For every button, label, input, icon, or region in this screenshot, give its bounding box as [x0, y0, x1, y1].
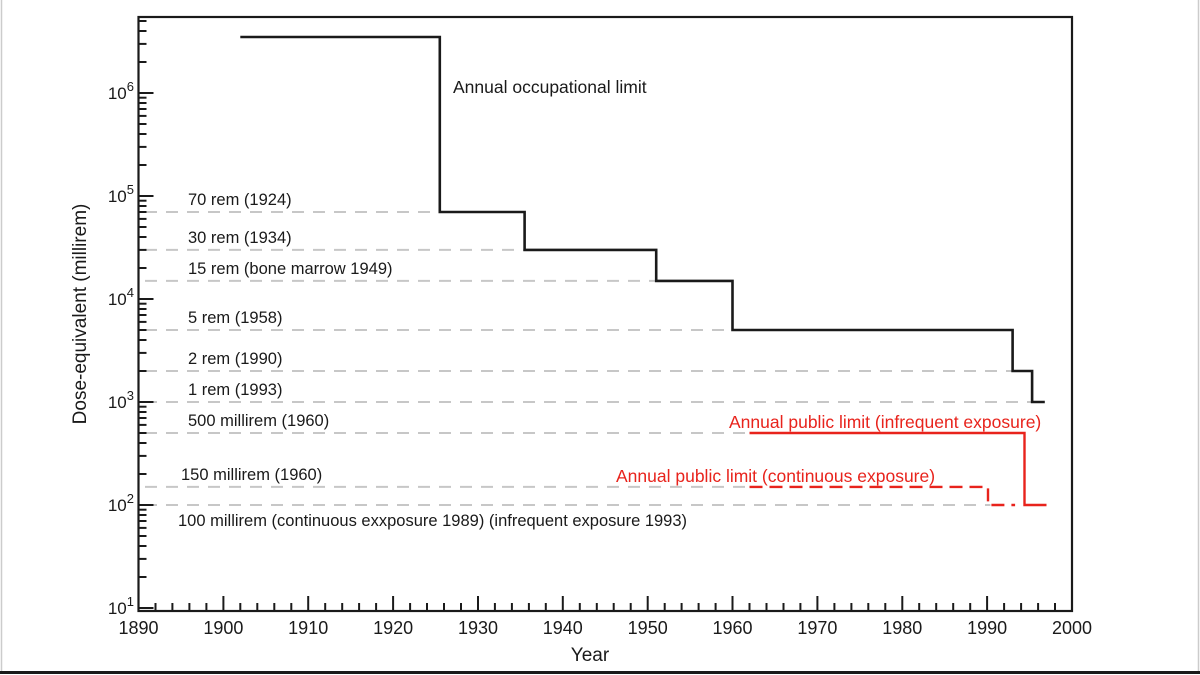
- annotation-public-continuous: Annual public limit (continuous exposure…: [616, 466, 935, 486]
- x-tick-label-1930: 1930: [458, 618, 498, 638]
- reference-label-150mrem: 150 millirem (1960): [181, 466, 322, 484]
- y-tick-label-10e1: 101: [108, 594, 134, 618]
- y-axis: 101 102 103 104 105 106: [108, 20, 154, 618]
- x-tick-label-1990: 1990: [967, 618, 1007, 638]
- reference-label-70000mrem: 70 rem (1924): [188, 191, 292, 209]
- y-tick-label-10e4: 104: [108, 285, 134, 309]
- annotation-occupational: Annual occupational limit: [453, 77, 647, 97]
- reference-label-15000mrem: 15 rem (bone marrow 1949): [188, 260, 393, 278]
- reference-label-2000mrem: 2 rem (1990): [188, 350, 282, 368]
- x-tick-label-1900: 1900: [203, 618, 243, 638]
- x-tick-label-1950: 1950: [628, 618, 668, 638]
- y-tick-label-10e3: 103: [108, 388, 134, 412]
- series-public-continuous-line: [749, 485, 1016, 507]
- x-tick-label-1960: 1960: [712, 618, 752, 638]
- y-tick-label-10e2: 102: [108, 491, 134, 515]
- reference-label-500mrem: 500 millirem (1960): [188, 412, 329, 430]
- annotation-public-infrequent: Annual public limit (infrequent exposure…: [729, 412, 1041, 432]
- reference-label-5000mrem: 5 rem (1958): [188, 309, 282, 327]
- x-tick-label-1890: 1890: [118, 618, 158, 638]
- y-tick-label-10e5: 105: [108, 182, 134, 206]
- x-tick-label-1980: 1980: [882, 618, 922, 638]
- series-occupational-limit-line: [240, 35, 1045, 404]
- x-tick-label-1910: 1910: [288, 618, 328, 638]
- x-tick-label-1970: 1970: [797, 618, 837, 638]
- reference-label-1000mrem: 1 rem (1993): [188, 381, 282, 399]
- y-tick-label-10e6: 106: [108, 79, 134, 103]
- y-axis-title: Dose-equivalent (millirem): [70, 204, 91, 425]
- reference-label-30000mrem: 30 rem (1934): [188, 229, 292, 247]
- reference-label-100mrem: 100 millirem (continuous exxposure 1989)…: [178, 512, 687, 530]
- x-axis-title: Year: [571, 645, 610, 666]
- reference-lines: 70 rem (1924) 30 rem (1934) 15 rem (bone m…: [145, 191, 1032, 530]
- x-tick-label-1920: 1920: [373, 618, 413, 638]
- series-public-infrequent-line: [749, 431, 1047, 507]
- x-tick-label-1940: 1940: [543, 618, 583, 638]
- x-tick-label-2000: 2000: [1052, 618, 1092, 638]
- x-axis: 1890 1900 1910 1920 1930 1940 1950 1960 1970 1980…: [118, 596, 1092, 638]
